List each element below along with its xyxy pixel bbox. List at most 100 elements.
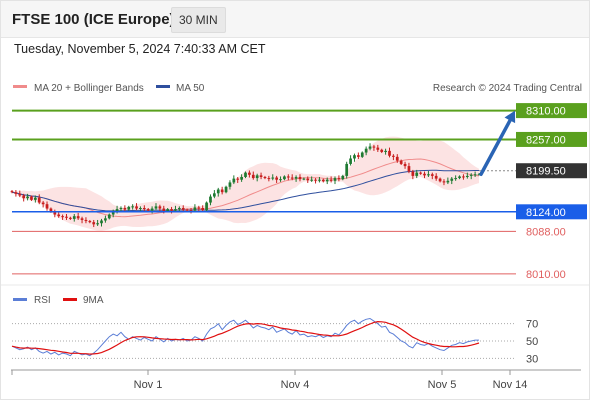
candle: [100, 218, 103, 227]
candle-body: [41, 202, 45, 205]
candle: [380, 148, 384, 154]
candle-body: [279, 179, 282, 181]
candle: [458, 175, 461, 180]
candle-body: [123, 208, 127, 210]
candle: [434, 173, 438, 181]
candle-body: [469, 174, 473, 176]
candle-body: [26, 196, 29, 199]
candle-body: [248, 172, 251, 175]
candle: [30, 195, 33, 201]
level-label-target: 8310.00: [526, 106, 566, 118]
candle: [454, 175, 458, 181]
rsi-ma-legend-swatch: [63, 298, 77, 301]
candle-body: [88, 221, 92, 223]
rsi-ma-line: [11, 320, 480, 355]
candle: [88, 219, 92, 224]
candle-body: [368, 146, 372, 149]
candle-body: [477, 174, 481, 176]
candle-body: [411, 171, 415, 176]
candle: [419, 171, 422, 175]
candle: [37, 194, 41, 205]
candle-body: [142, 208, 146, 210]
candle: [341, 174, 345, 181]
candle-body: [454, 178, 458, 180]
bollinger-band-area: [12, 136, 479, 231]
rsi-tick-label: 50: [526, 336, 538, 348]
rsi-legend-label: RSI: [34, 295, 51, 306]
candle-body: [57, 214, 61, 217]
candle: [411, 169, 415, 180]
candle-body: [69, 217, 72, 219]
candle: [310, 176, 314, 182]
level-label-support: 8088.00: [526, 226, 566, 238]
candle: [267, 175, 271, 182]
candle-body: [131, 206, 135, 208]
ma50-line: [11, 169, 479, 212]
candle-body: [80, 218, 84, 220]
candle-body: [271, 177, 275, 179]
ma50-legend-swatch: [156, 85, 170, 88]
candle-body: [45, 204, 49, 209]
candle: [275, 175, 278, 183]
candle-body: [162, 208, 166, 212]
candle-body: [139, 208, 142, 209]
candle: [279, 176, 282, 182]
price-legend: MA 20 + Bollinger Bands MA 50 Research ©…: [13, 83, 582, 94]
candle: [92, 219, 96, 228]
candle-body: [76, 216, 80, 219]
candle-body: [135, 206, 138, 209]
candle: [22, 193, 26, 202]
candle-body: [232, 178, 236, 183]
candle-body: [107, 214, 111, 219]
candle-body: [205, 202, 208, 211]
candle: [430, 172, 434, 180]
candle-body: [395, 156, 399, 161]
candle-body: [321, 179, 325, 182]
candle-body: [61, 216, 64, 218]
candle: [26, 193, 29, 201]
candle: [18, 190, 22, 198]
chart-header: FTSE 100 (ICE Europe) 30 MIN: [1, 1, 589, 38]
ma20-legend-swatch: [13, 85, 27, 88]
candle-body: [306, 178, 310, 181]
candle-body: [473, 174, 477, 176]
candle: [427, 171, 430, 177]
candle-body: [337, 178, 341, 180]
candle: [107, 213, 111, 220]
candle-body: [240, 176, 243, 180]
candle: [318, 176, 321, 183]
candle: [158, 204, 162, 212]
candle-body: [318, 179, 321, 181]
rsi-ma-legend-label: 9MA: [83, 295, 104, 306]
x-axis: Nov 1 Nov 4 Nov 5 Nov 14: [11, 370, 527, 391]
chart-title: FTSE 100 (ICE Europe): [12, 11, 175, 28]
rsi-grid: 30 50 70: [12, 319, 538, 365]
candle: [251, 171, 255, 180]
candle: [333, 176, 337, 185]
candle-body: [216, 189, 220, 194]
level-label-support: 8010.00: [526, 269, 566, 281]
candle-body: [286, 176, 290, 178]
candle: [392, 154, 395, 161]
candle-body: [465, 175, 469, 177]
candle-body: [380, 149, 384, 152]
candle: [372, 144, 376, 151]
candle: [248, 170, 251, 178]
candle-body: [92, 222, 96, 225]
timeframe-button[interactable]: 30 MIN: [171, 7, 226, 33]
ma20-legend-label: MA 20 + Bollinger Bands: [34, 83, 144, 94]
rsi-tick-label: 70: [526, 319, 538, 331]
candle: [14, 190, 18, 197]
candle: [135, 203, 138, 211]
candle-body: [419, 172, 422, 174]
candle: [407, 162, 411, 174]
candle: [139, 206, 142, 212]
candle: [294, 175, 298, 182]
ma50-legend-label: MA 50: [176, 83, 205, 94]
candle-body: [236, 178, 240, 180]
candle-body: [220, 189, 224, 193]
candle: [228, 180, 232, 190]
candle-body: [84, 219, 88, 222]
